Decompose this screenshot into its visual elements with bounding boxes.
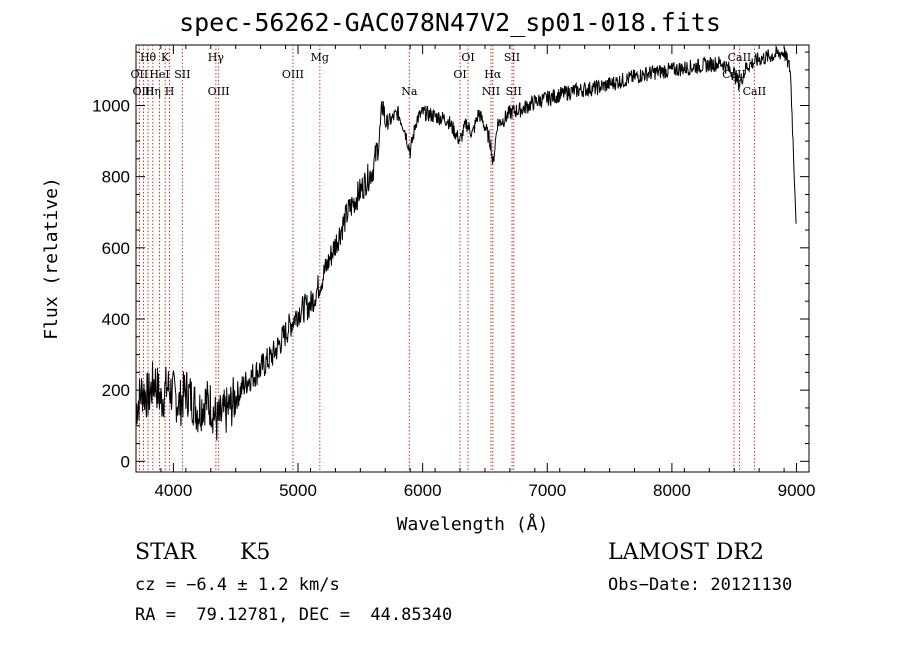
line-label-Na: Na [401, 85, 418, 98]
line-label-OIII: OIII [132, 85, 154, 98]
y-tick-label: 800 [102, 168, 130, 187]
line-label-Hγ: Hγ [208, 51, 225, 64]
line-label-OIII: OIII [208, 85, 230, 98]
axis-ticks: 4000 5000 6000 7000 8000 9000 0 200 400 600 800 100… [92, 45, 815, 500]
coordinates: RA = 79.12781, DEC = 44.85340 [135, 605, 453, 625]
line-label-OII: OII [131, 68, 149, 81]
line-label-HeI: HeI [149, 68, 169, 81]
line-label-Hη: Hη [145, 85, 161, 98]
line-label-OIII: OIII [282, 68, 304, 81]
object-subclass: K5 [240, 540, 271, 565]
plot-axes: Wavelength (Å) Flux (relative) [41, 44, 810, 535]
spectral-line-labels: Hθ K Hγ Mg OI SII CaII OII HeI SII OIII OI Hα CaII OII… [131, 51, 767, 98]
y-tick-label: 200 [102, 381, 130, 400]
line-label-OI: OI [453, 68, 466, 81]
line-label-NII: NII [482, 85, 500, 98]
line-label-K: K [161, 51, 170, 64]
y-tick-label: 600 [102, 239, 130, 258]
line-label-Hα: Hα [484, 68, 502, 81]
line-label-CaII: CaII [743, 85, 767, 98]
y-tick-label: 1000 [92, 96, 130, 115]
redshift-velocity: cz = −6.4 ± 1.2 km/s [135, 575, 340, 595]
line-label-OI: OI [461, 51, 474, 64]
spectrum-series [135, 45, 797, 441]
x-tick-label: 6000 [404, 481, 442, 500]
y-tick-label: 400 [102, 310, 130, 329]
x-axis-label: Wavelength (Å) [397, 513, 549, 535]
x-tick-label: 5000 [279, 481, 317, 500]
object-class: STAR [135, 540, 196, 565]
observation-date: Obs−Date: 20121130 [608, 575, 793, 595]
line-label-SII: SII [174, 68, 190, 81]
line-label-Hθ: Hθ [140, 51, 157, 64]
spectrum-line [135, 45, 797, 441]
y-axis-label: Flux (relative) [41, 177, 62, 340]
line-label-H: H [165, 85, 175, 98]
survey-name: LAMOST DR2 [608, 540, 764, 565]
line-label-SII: SII [506, 85, 522, 98]
x-tick-label: 7000 [528, 481, 566, 500]
x-tick-label: 9000 [778, 481, 816, 500]
plot-frame [135, 44, 810, 473]
line-label-CaII: CaII [728, 51, 752, 64]
chart-title: spec-56262-GAC078N47V2_sp01-018.fits [179, 8, 721, 37]
line-label-SII: SII [504, 51, 520, 64]
line-label-CaII: CaII [722, 68, 746, 81]
line-label-Mg: Mg [311, 51, 329, 64]
x-tick-label: 4000 [154, 481, 192, 500]
x-tick-label: 8000 [653, 481, 691, 500]
y-tick-label: 0 [121, 452, 130, 471]
